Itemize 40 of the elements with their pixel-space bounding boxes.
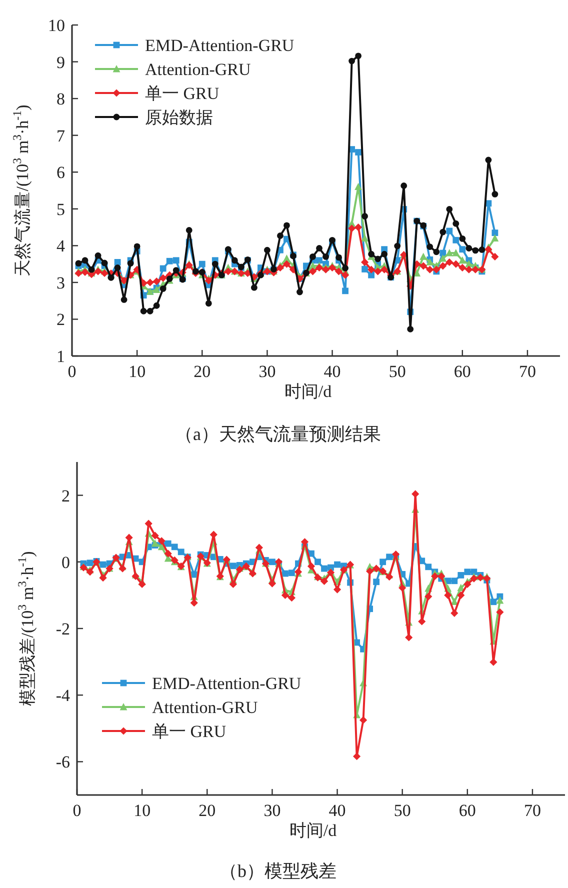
legend-label: 原始数据	[145, 108, 213, 127]
legend-label: EMD-Attention-GRU	[152, 674, 302, 693]
x-tick-label: 10	[128, 362, 146, 381]
legend-label: 单一 GRU	[152, 722, 226, 741]
y-tick-label: 2	[62, 486, 70, 506]
x-tick-label: 70	[518, 362, 536, 381]
text: （b）模型残差	[220, 861, 336, 881]
x-tick-label: 10	[134, 801, 151, 820]
y-tick-label: 10	[48, 16, 65, 35]
x-tick-label: 70	[524, 801, 541, 820]
y-tick-label: 9	[56, 52, 65, 72]
x-tick-label: 30	[258, 362, 276, 381]
y-tick-label: -6	[56, 752, 70, 772]
x-tick-label: 40	[324, 362, 341, 381]
y-tick-label: 6	[56, 163, 65, 182]
y-tick-label: -4	[56, 686, 70, 706]
x-tick-label: 20	[194, 362, 211, 381]
legend-label: 单一 GRU	[145, 84, 220, 103]
x-tick-label: 20	[198, 801, 216, 820]
x-axis-title: 时间/d	[284, 382, 332, 401]
x-tick-label: 30	[264, 801, 281, 820]
x-tick-label: 40	[328, 801, 346, 820]
y-tick-label: 8	[56, 90, 65, 109]
x-tick-label: 50	[388, 362, 406, 381]
legend-label: Attention-GRU	[152, 698, 258, 717]
x-tick-label: 60	[458, 801, 476, 820]
y-tick-label: 0	[62, 552, 70, 572]
y-tick-label: -2	[56, 620, 70, 638]
text: （a）天然气流量预测结果	[175, 424, 381, 444]
y-tick-label: 5	[56, 200, 65, 219]
y-tick-label: 1	[56, 347, 65, 366]
x-tick-label: 60	[454, 362, 471, 381]
legend-label: EMD-Attention-GRU	[145, 36, 294, 55]
y-tick-label: 2	[56, 310, 65, 330]
y-tick-label: 4	[56, 236, 66, 256]
y-tick-label: 3	[56, 273, 65, 292]
x-tick-label: 50	[394, 801, 411, 820]
x-axis-title: 时间/d	[289, 821, 338, 840]
y-tick-label: 7	[56, 126, 66, 146]
legend-label: Attention-GRU	[145, 60, 251, 79]
